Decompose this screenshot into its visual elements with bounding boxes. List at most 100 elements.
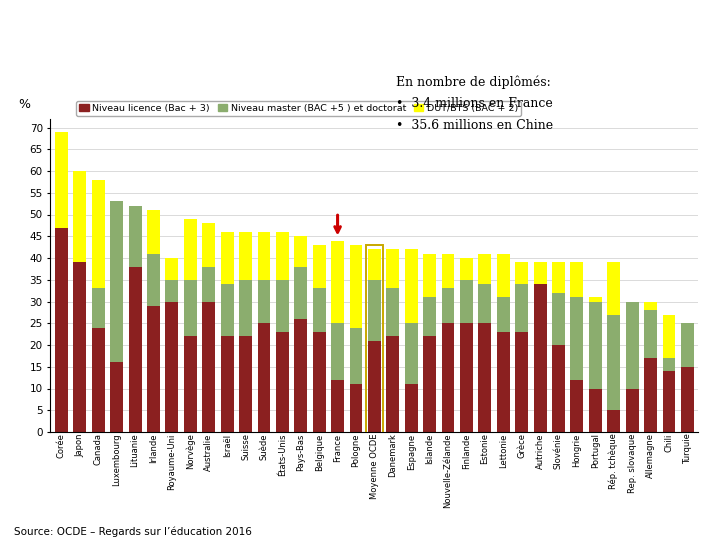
Bar [202, 223, 215, 267]
Bar [662, 358, 675, 371]
Bar [681, 367, 694, 432]
Bar [552, 262, 565, 293]
Bar [478, 323, 491, 432]
Bar [202, 301, 215, 432]
Bar [607, 410, 620, 432]
Bar [239, 280, 252, 336]
Bar [110, 362, 123, 432]
Bar [534, 284, 546, 432]
Bar [662, 314, 675, 358]
Bar [387, 249, 400, 288]
Bar [73, 262, 86, 432]
Bar [368, 249, 381, 280]
Bar [441, 254, 454, 288]
Bar [312, 288, 325, 332]
Bar [387, 336, 400, 432]
Bar [331, 323, 344, 380]
Bar [570, 262, 583, 297]
Bar [92, 180, 104, 288]
Bar [570, 297, 583, 380]
Bar [423, 297, 436, 336]
Bar [276, 332, 289, 432]
Bar [534, 262, 546, 284]
Bar [294, 237, 307, 267]
Bar [478, 254, 491, 284]
Bar [294, 319, 307, 432]
Bar [607, 262, 620, 314]
Bar [516, 284, 528, 332]
Bar [644, 358, 657, 432]
Bar [166, 258, 179, 280]
Bar [516, 332, 528, 432]
Bar [166, 280, 179, 301]
Bar [368, 280, 381, 341]
Bar [258, 323, 271, 432]
Bar [184, 219, 197, 280]
Bar [349, 328, 362, 384]
Legend: Niveau licence (Bac + 3), Niveau master (BAC +5 ) et doctorat, DUT/BTS (BAC + 2): Niveau licence (Bac + 3), Niveau master … [76, 101, 521, 116]
Bar [221, 336, 233, 432]
Bar [258, 280, 271, 323]
Bar [312, 332, 325, 432]
Bar [589, 388, 602, 432]
Bar [166, 301, 179, 432]
Bar [662, 371, 675, 432]
Bar [552, 293, 565, 345]
Bar [644, 310, 657, 358]
Bar [331, 241, 344, 323]
Bar [147, 210, 160, 254]
Bar [497, 254, 510, 297]
Bar [644, 301, 657, 310]
Bar [626, 388, 639, 432]
Bar [147, 306, 160, 432]
Bar [681, 323, 694, 367]
Bar [405, 384, 418, 432]
Bar [368, 341, 381, 432]
Text: •  3.4 millions en France: • 3.4 millions en France [396, 97, 553, 110]
Bar [221, 232, 233, 284]
Bar [423, 254, 436, 297]
Bar [349, 245, 362, 328]
Bar [258, 232, 271, 280]
Bar [441, 323, 454, 432]
Bar [276, 232, 289, 280]
Bar [516, 262, 528, 284]
Bar [405, 323, 418, 384]
Bar [589, 301, 602, 388]
Bar [73, 171, 86, 262]
Bar [312, 245, 325, 288]
Bar [147, 254, 160, 306]
Bar [276, 280, 289, 332]
Bar [221, 284, 233, 336]
Bar [184, 336, 197, 432]
Text: Source: OCDE – Regards sur l’éducation 2016: Source: OCDE – Regards sur l’éducation 2… [14, 527, 252, 537]
Text: %: % [18, 98, 30, 111]
Bar [202, 267, 215, 301]
Bar [331, 380, 344, 432]
Bar [589, 297, 602, 301]
Bar [423, 336, 436, 432]
Bar [387, 288, 400, 336]
Bar [626, 301, 639, 388]
Bar [460, 323, 473, 432]
Bar [239, 336, 252, 432]
Bar [92, 328, 104, 432]
Bar [460, 280, 473, 323]
Text: Enseignement supérieur : une hausse significative du % de diplômés de l’enseigne: Enseignement supérieur : une hausse sign… [13, 23, 707, 50]
Bar [294, 267, 307, 319]
Bar [570, 380, 583, 432]
Bar [552, 345, 565, 432]
Bar [239, 232, 252, 280]
Bar [441, 288, 454, 323]
Text: En nombre de diplômés:: En nombre de diplômés: [396, 76, 551, 89]
Bar [405, 249, 418, 323]
Bar [55, 227, 68, 432]
Text: •  35.6 millions en Chine: • 35.6 millions en Chine [396, 119, 553, 132]
Bar [460, 258, 473, 280]
Bar [55, 132, 68, 227]
Bar [349, 384, 362, 432]
Bar [184, 280, 197, 336]
Bar [607, 314, 620, 410]
Bar [497, 332, 510, 432]
Bar [478, 284, 491, 323]
